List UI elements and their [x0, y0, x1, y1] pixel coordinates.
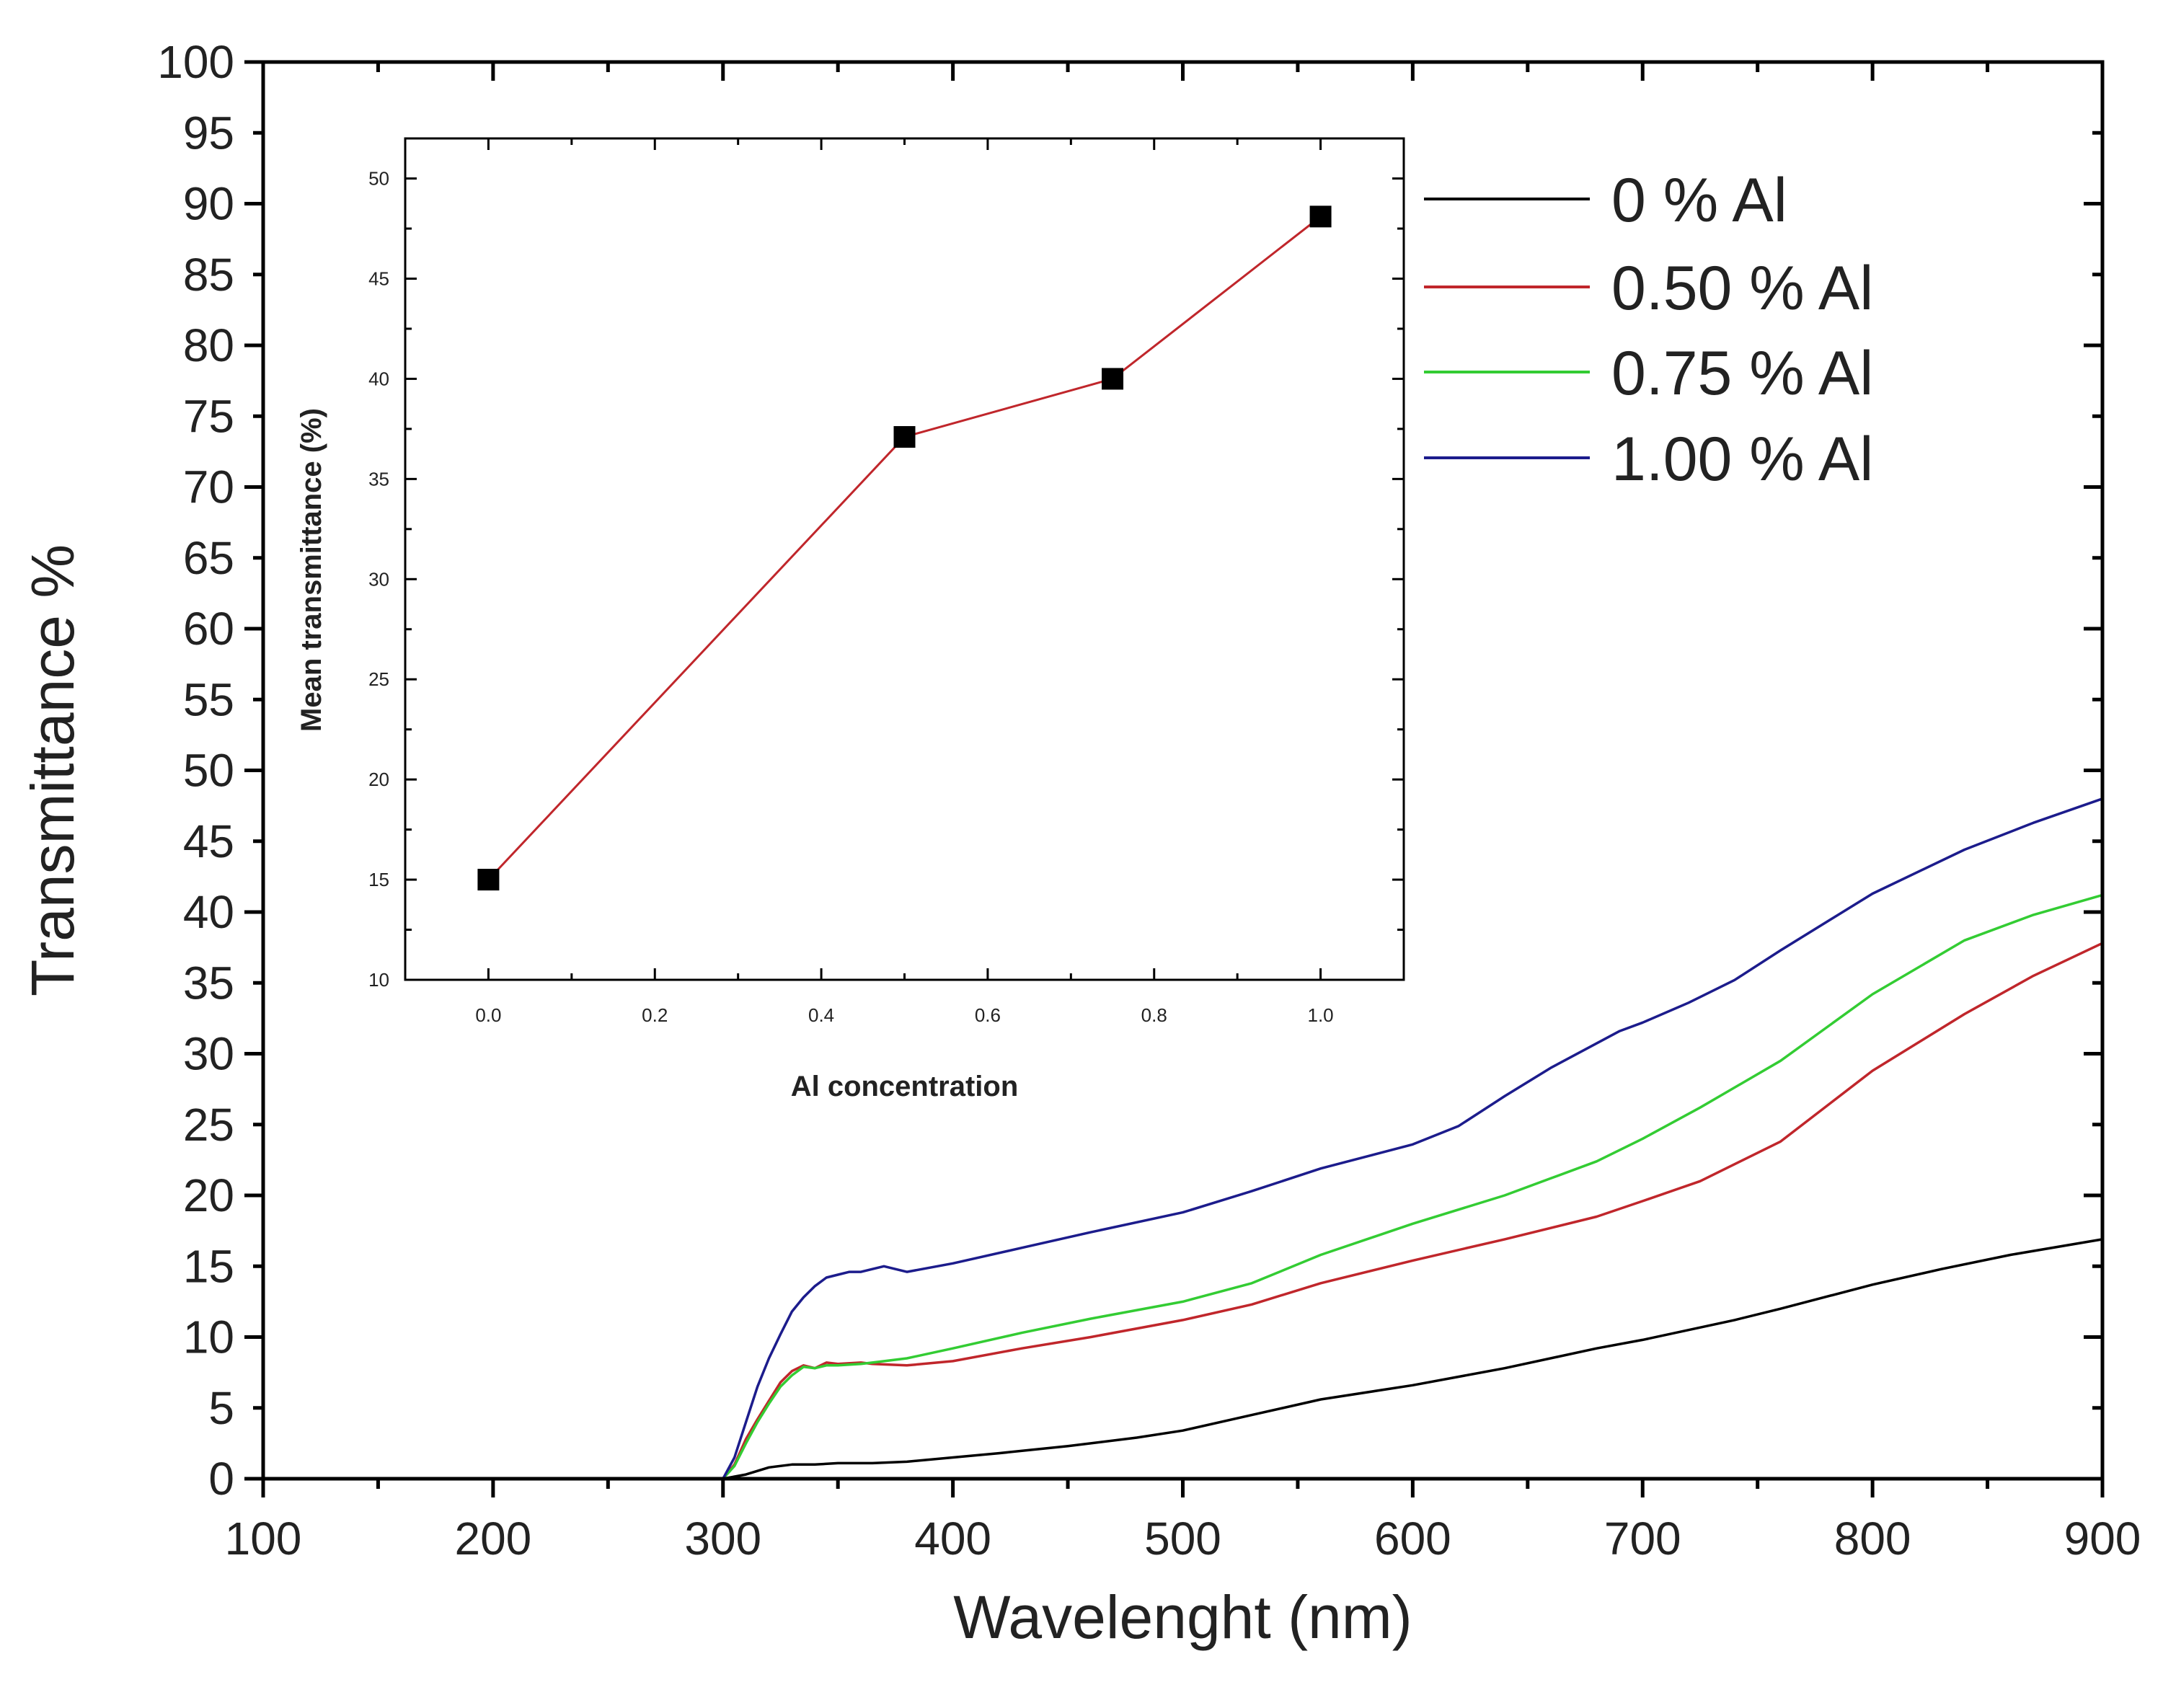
- x-tick-label: 800: [1834, 1513, 1911, 1565]
- y-tick-label: 20: [183, 1169, 234, 1221]
- inset-x-tick-label: 0.8: [1141, 1004, 1167, 1026]
- inset-x-tick-label: 0.2: [642, 1004, 668, 1026]
- legend-label: 0.75 % Al: [1611, 339, 1873, 408]
- x-axis-title: Wavelenght (nm): [953, 1583, 1412, 1651]
- y-tick-label: 5: [208, 1382, 234, 1434]
- inset-y-tick-label: 10: [368, 969, 389, 991]
- inset-data-point: [477, 869, 500, 891]
- inset-chart: 0.0 0.2 0.4 0.6 0.8 1.0 10 15 20 25 30 35 40 45 50 Al c…: [296, 137, 1405, 1102]
- legend-label: 0 % Al: [1611, 166, 1787, 235]
- y-tick-label: 15: [183, 1240, 234, 1292]
- inset-data-point: [1309, 205, 1332, 228]
- y-tick-label: 95: [183, 107, 234, 159]
- inset-y-axis-title: Mean transmittance (%): [296, 408, 327, 732]
- inset-x-tick-label: 0.0: [475, 1004, 501, 1026]
- inset-x-tick-label: 0.6: [975, 1004, 1001, 1026]
- x-tick-label: 500: [1144, 1513, 1221, 1565]
- series-line-3: [492, 797, 2103, 1480]
- y-tick-label: 80: [183, 319, 234, 371]
- y-tick-label: 30: [183, 1028, 234, 1080]
- y-axis-title: Transmittance %: [19, 544, 87, 996]
- main-series-group: [492, 797, 2103, 1480]
- main-axes: 100 200 300 400 500 600 700 800 900 0 5 10 15 20 25 30 3…: [19, 36, 2141, 1651]
- y-tick-label: 45: [183, 815, 234, 867]
- inset-y-tick-label: 30: [368, 568, 389, 590]
- y-tick-label: 100: [157, 36, 234, 88]
- y-tick-label: 65: [183, 532, 234, 584]
- inset-x-axis-title: Al concentration: [791, 1071, 1019, 1102]
- y-tick-label: 60: [183, 603, 234, 655]
- y-tick-label: 10: [183, 1311, 234, 1363]
- inset-y-tick-label: 40: [368, 368, 389, 389]
- inset-data-point: [1102, 368, 1124, 390]
- series-line-1: [492, 942, 2103, 1480]
- y-tick-label: 25: [183, 1099, 234, 1151]
- y-tick-label: 85: [183, 249, 234, 301]
- inset-x-tick-label: 1.0: [1308, 1004, 1334, 1026]
- series-line-0: [492, 1238, 2103, 1480]
- inset-y-tick-label: 45: [368, 268, 389, 290]
- x-tick-label: 100: [225, 1513, 302, 1565]
- y-tick-label: 40: [183, 886, 234, 938]
- inset-x-tick-label: 0.4: [808, 1004, 834, 1026]
- x-tick-label: 400: [914, 1513, 991, 1565]
- y-tick-label: 35: [183, 957, 234, 1009]
- y-tick-label: 50: [183, 745, 234, 797]
- inset-y-tick-label: 35: [368, 468, 389, 490]
- inset-y-tick-label: 20: [368, 769, 389, 790]
- inset-plot-frame: [404, 137, 1405, 981]
- legend-label: 1.00 % Al: [1611, 425, 1873, 494]
- legend-label: 0.50 % Al: [1611, 254, 1873, 323]
- x-tick-label: 700: [1604, 1513, 1681, 1565]
- series-line-2: [492, 893, 2103, 1480]
- x-tick-label: 900: [2064, 1513, 2141, 1565]
- y-tick-label: 0: [208, 1453, 234, 1505]
- x-tick-label: 200: [454, 1513, 531, 1565]
- inset-y-tick-label: 15: [368, 869, 389, 890]
- inset-series-line: [487, 216, 1322, 881]
- x-tick-label: 300: [684, 1513, 761, 1565]
- y-tick-label: 75: [183, 390, 234, 442]
- x-tick-label: 600: [1374, 1513, 1451, 1565]
- inset-y-tick-label: 50: [368, 168, 389, 190]
- inset-y-tick-label: 25: [368, 668, 389, 690]
- y-tick-label: 70: [183, 461, 234, 513]
- y-tick-label: 90: [183, 178, 234, 230]
- inset-data-point: [893, 426, 916, 448]
- legend: 0 % Al 0.50 % Al 0.75 % Al 1.00 % Al: [1424, 166, 1873, 494]
- y-tick-label: 55: [183, 673, 234, 725]
